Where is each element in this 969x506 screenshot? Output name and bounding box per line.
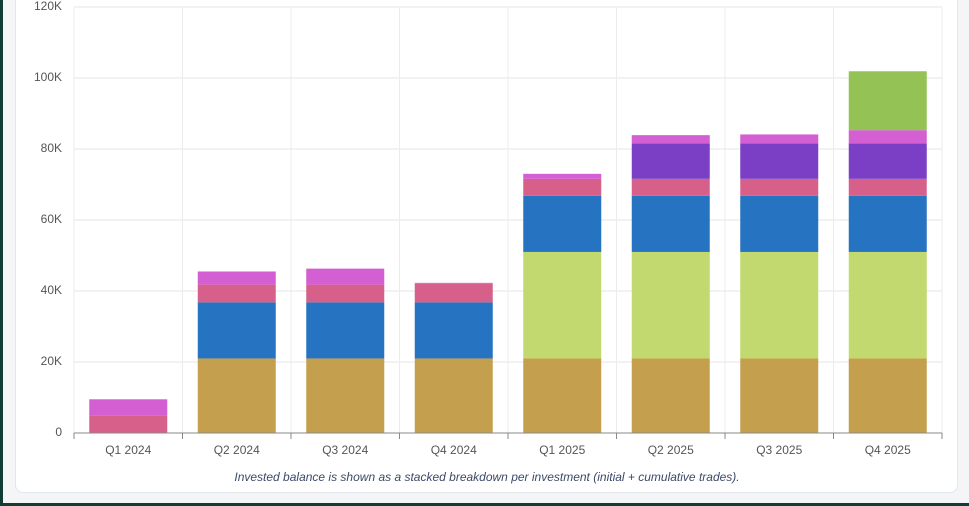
bar-segment: [197, 302, 276, 359]
bar-segment: [414, 282, 493, 284]
bar-segment: [523, 251, 602, 359]
bar-segment: [306, 358, 385, 433]
bar-segment: [631, 195, 710, 252]
bar-segment: [523, 178, 602, 196]
bar-segment: [740, 195, 819, 252]
bar-segment: [306, 284, 385, 303]
bar-segment: [740, 143, 819, 179]
y-tick-label: 80K: [41, 141, 62, 155]
y-tick-label: 120K: [34, 0, 62, 13]
bar-segment: [631, 358, 710, 433]
y-tick-label: 60K: [41, 212, 62, 226]
y-tick-label: 100K: [34, 70, 62, 84]
x-tick-label: Q1 2024: [105, 443, 151, 457]
x-tick-label: Q1 2025: [539, 443, 585, 457]
bar-segment: [848, 71, 927, 131]
x-tick-label: Q2 2024: [214, 443, 260, 457]
bar-segment: [848, 143, 927, 179]
x-tick-label: Q3 2024: [322, 443, 368, 457]
bar-segment: [414, 358, 493, 433]
bar-segment: [197, 358, 276, 433]
y-tick-label: 20K: [41, 354, 62, 368]
bar-segment: [89, 415, 168, 433]
bar-segment: [848, 358, 927, 433]
bar-segment: [848, 130, 927, 144]
bar-segment: [414, 302, 493, 359]
bar-segment: [523, 358, 602, 433]
bar-segment: [89, 399, 168, 416]
bar-segment: [197, 284, 276, 303]
bar-segment: [414, 283, 493, 303]
bar-segment: [197, 271, 276, 285]
bar-segment: [740, 178, 819, 196]
x-tick-label: Q4 2025: [865, 443, 911, 457]
bar-segment: [306, 268, 385, 285]
y-tick-label: 0: [55, 425, 62, 439]
bar-segment: [848, 195, 927, 252]
bar-segment: [631, 143, 710, 179]
bar-segment: [848, 178, 927, 196]
bar-segment: [740, 251, 819, 359]
bar-segment: [306, 302, 385, 359]
y-tick-label: 40K: [41, 283, 62, 297]
bar-segment: [523, 195, 602, 252]
caption: Invested balance is shown as a stacked b…: [234, 470, 739, 484]
x-tick-label: Q3 2025: [756, 443, 802, 457]
bar-segment: [631, 178, 710, 196]
bar-segment: [631, 251, 710, 359]
bar-segment: [740, 134, 819, 144]
bar-segment: [848, 251, 927, 359]
bar-segment: [631, 135, 710, 144]
bar-segment: [740, 358, 819, 433]
x-tick-label: Q2 2025: [648, 443, 694, 457]
x-tick-label: Q4 2024: [431, 443, 477, 457]
bar-segment: [523, 173, 602, 179]
